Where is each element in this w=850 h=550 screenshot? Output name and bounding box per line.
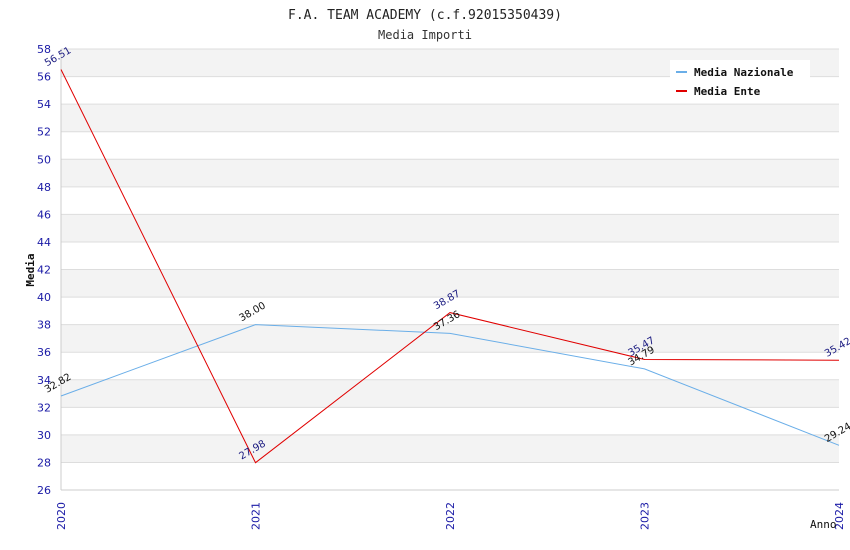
y-tick-label: 56	[37, 71, 51, 84]
y-tick-label: 44	[37, 236, 51, 249]
grid-band	[61, 104, 839, 132]
y-tick-label: 50	[37, 153, 51, 166]
series-line-media-ente	[60, 69, 840, 464]
grid-band	[61, 297, 839, 325]
grid-band	[61, 352, 839, 380]
grid-band	[61, 407, 839, 435]
x-axis-label: Anno	[810, 518, 837, 531]
y-tick-label: 40	[37, 291, 51, 304]
grid-band	[61, 186, 839, 215]
y-tick-label: 36	[37, 346, 51, 359]
legend-background	[670, 60, 810, 102]
x-tick-label: 2023	[639, 502, 652, 530]
grid-band	[61, 462, 839, 490]
grid-band	[61, 269, 839, 298]
y-tick-label: 34	[37, 374, 51, 387]
y-tick-label: 38	[37, 319, 51, 332]
grid-band	[61, 159, 839, 187]
y-tick-label: 32	[37, 401, 51, 414]
x-tick-label: 2022	[444, 502, 457, 530]
y-axis-label: Media	[24, 253, 37, 286]
grid-band	[61, 131, 839, 160]
grid-band	[61, 241, 839, 270]
grid-band	[61, 214, 839, 242]
x-axis-ticks: 2020 2021 2022 2023 2024	[55, 502, 846, 530]
y-axis-ticks: 26 28 30 32 34 36 38 40 42 44 46 48 50 52 54 56 58	[37, 43, 51, 497]
y-tick-label: 48	[37, 181, 51, 194]
y-tick-label: 52	[37, 126, 51, 139]
y-tick-label: 28	[37, 456, 51, 469]
series-line-media-nazionale	[60, 324, 840, 446]
x-tick-label: 2021	[250, 502, 263, 530]
y-tick-label: 42	[37, 264, 51, 277]
chart-subtitle: Media Importi	[378, 28, 472, 42]
y-tick-label: 26	[37, 484, 51, 497]
series-lines	[60, 69, 840, 464]
grid-band	[61, 379, 839, 408]
grid-band	[61, 324, 839, 353]
y-tick-label: 30	[37, 429, 51, 442]
grid-band	[61, 434, 839, 463]
legend: Media Nazionale Media Ente	[670, 60, 810, 102]
y-tick-label: 54	[37, 98, 51, 111]
y-tick-label: 58	[37, 43, 51, 56]
legend-entry: Media Ente	[694, 85, 761, 98]
x-tick-label: 2020	[55, 502, 68, 530]
legend-entry: Media Nazionale	[694, 66, 794, 79]
chart-title: F.A. TEAM ACADEMY (c.f.92015350439)	[288, 8, 562, 23]
grid-bands	[60, 48, 839, 491]
x-tick-label: 2024	[833, 502, 846, 530]
y-tick-label: 46	[37, 208, 51, 221]
